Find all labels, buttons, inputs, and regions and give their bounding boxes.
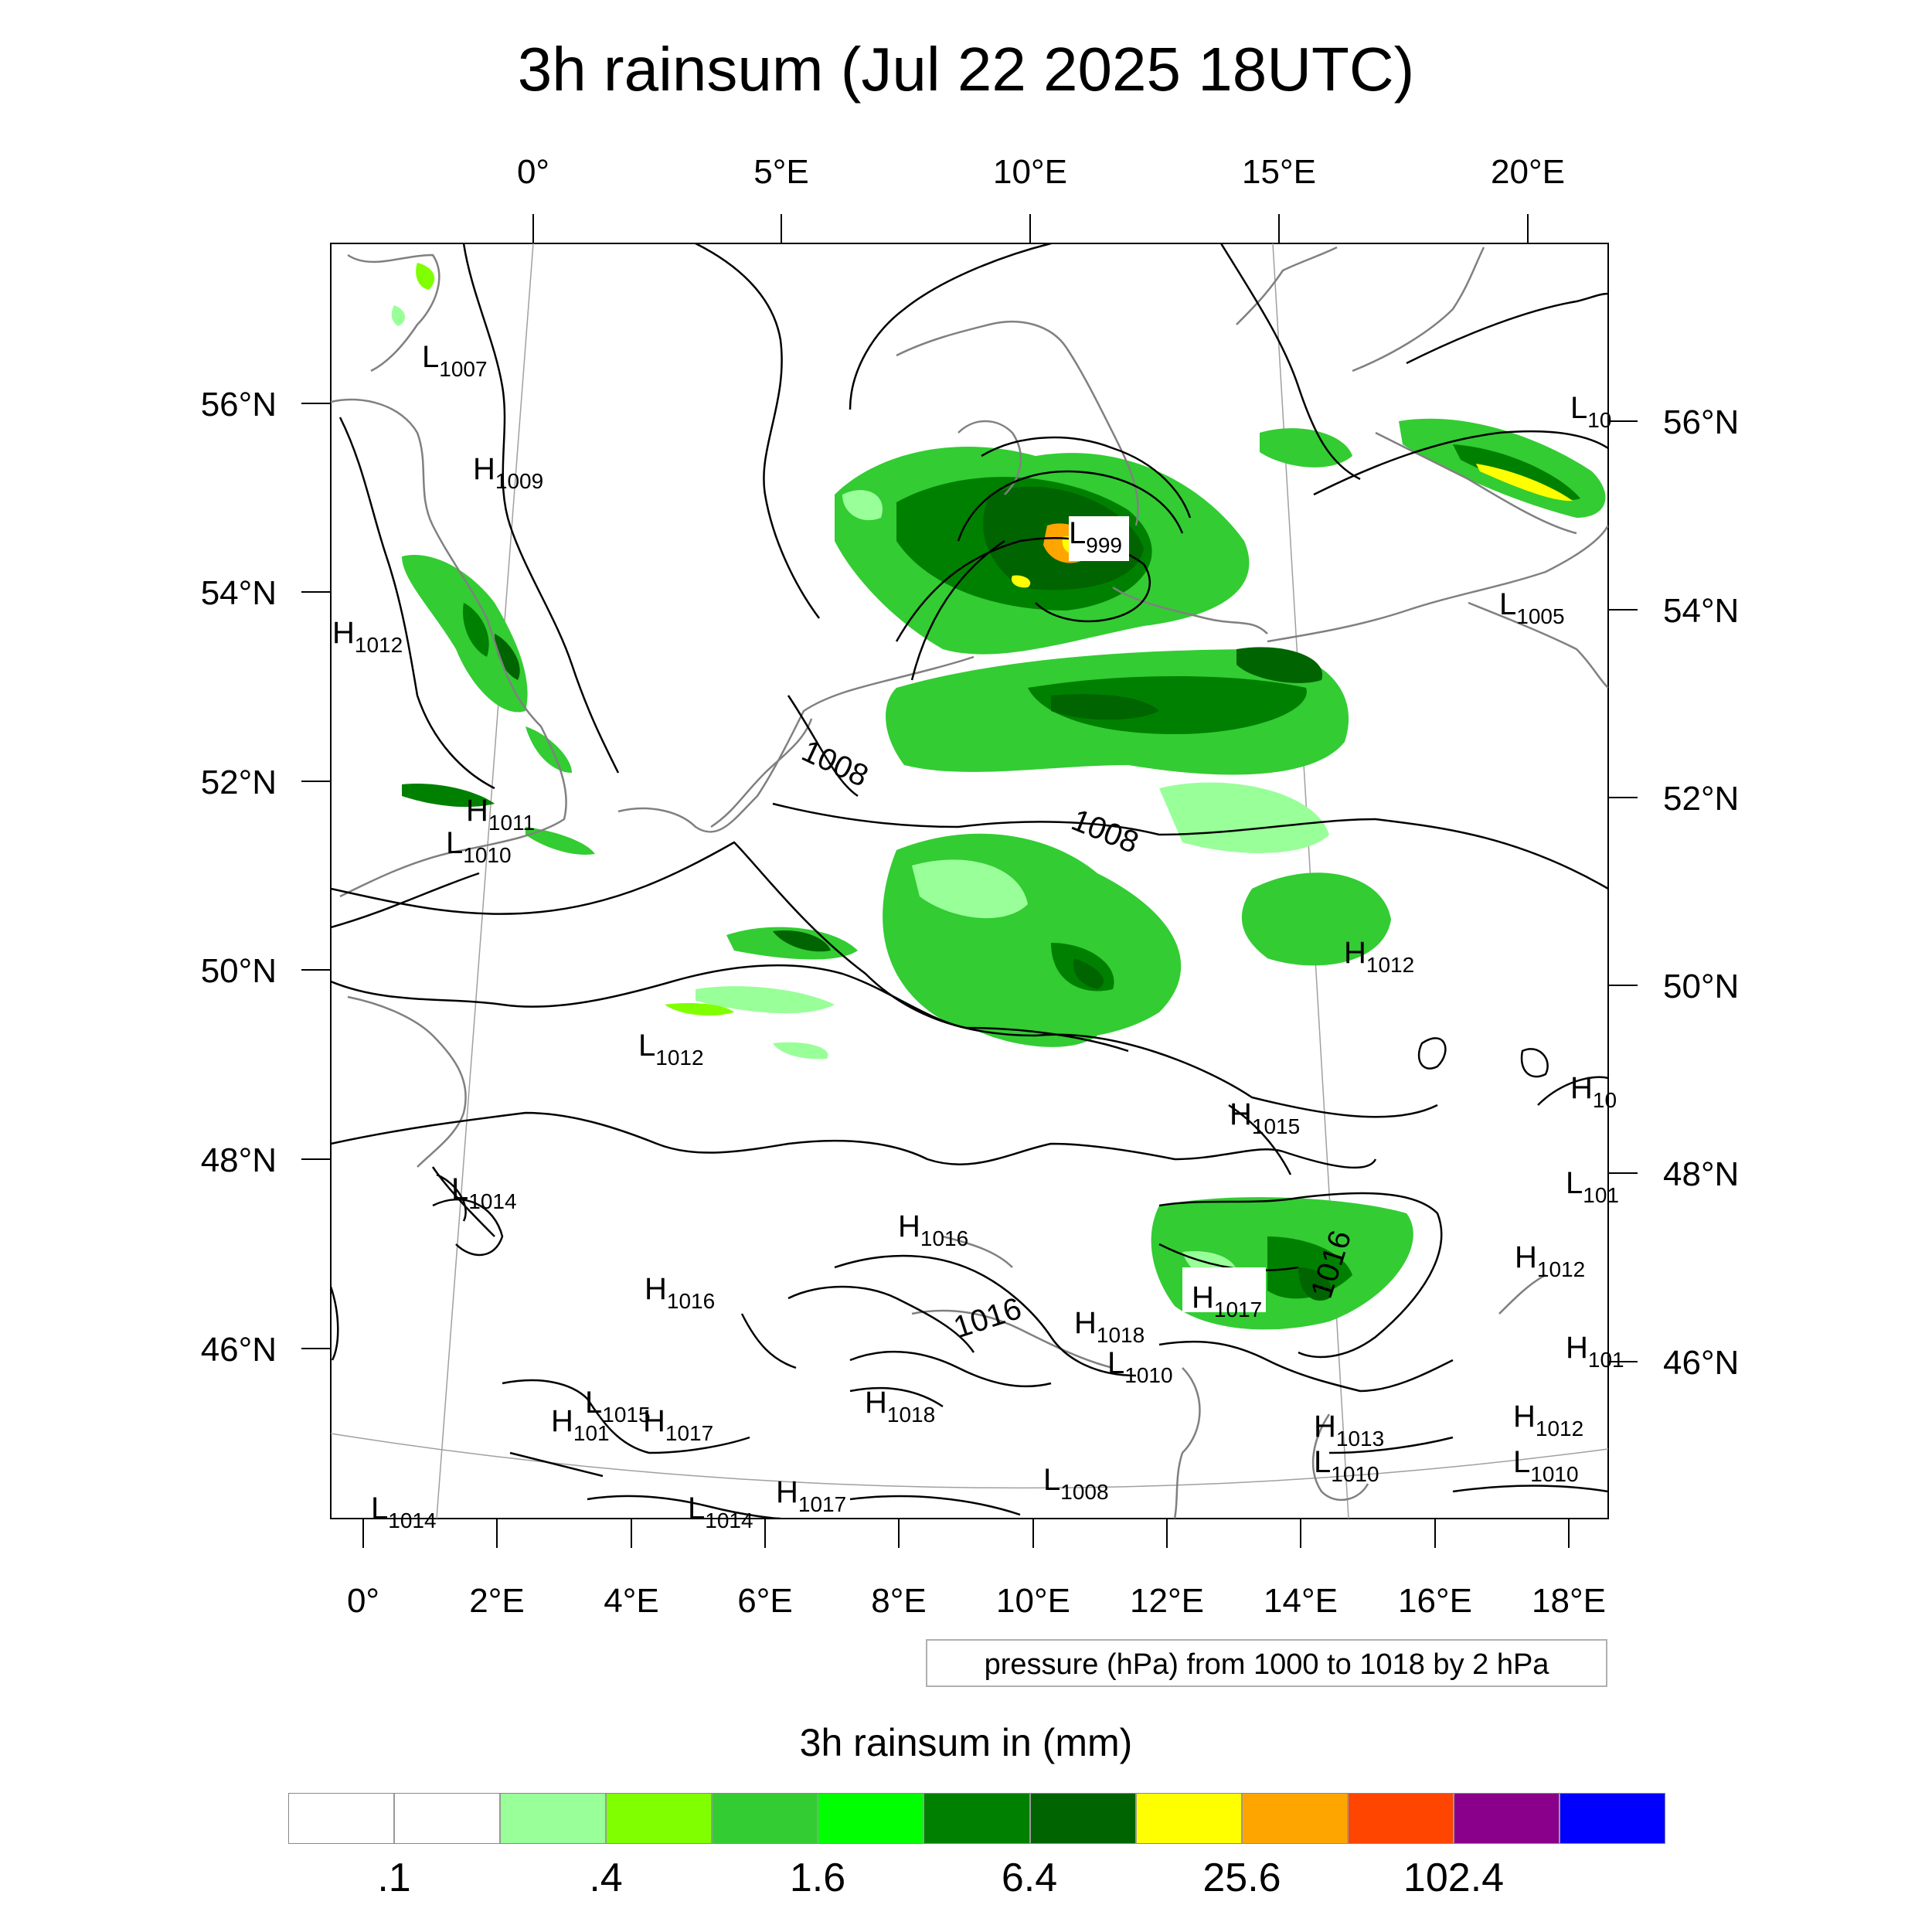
pressure-centre-low-label: L1015	[585, 1386, 651, 1427]
pressure-centre-low-label: L1008	[1043, 1463, 1109, 1504]
pressure-centre-low-label: L1012	[638, 1029, 704, 1070]
pressure-centre-high-label: H1009	[473, 452, 543, 493]
colorbar-label: 6.4	[1001, 1855, 1058, 1900]
coastlines	[331, 246, 1608, 1519]
top-lon-label: 10°E	[993, 153, 1067, 191]
bottom-lon-label: 12°E	[1130, 1582, 1204, 1620]
pressure-centre-low-label: L1014	[451, 1172, 517, 1213]
bottom-lon-label: 16°E	[1398, 1582, 1472, 1620]
colorbar-label: .4	[589, 1855, 623, 1900]
pressure-contours	[331, 243, 1608, 1519]
pressure-centre-high-label: H101	[1566, 1331, 1624, 1372]
right-lat-label: 52°N	[1663, 780, 1739, 818]
pressure-centre-high-label: H101	[551, 1404, 610, 1445]
left-lat-label: 46°N	[201, 1331, 277, 1369]
bottom-lon-label: 6°E	[737, 1582, 792, 1620]
pressure-centre-low-label: L999	[1069, 516, 1122, 557]
pressure-centre-high-label: H1012	[332, 616, 403, 657]
colorbar-box	[607, 1794, 713, 1843]
pressure-centre-low-label: L1014	[688, 1492, 753, 1532]
colorbar-box	[1030, 1794, 1137, 1843]
pressure-centre-high-label: H1017	[776, 1475, 846, 1516]
right-lat-label: 54°N	[1663, 592, 1739, 630]
axis-ticks	[301, 214, 1638, 1548]
bottom-lon-label: 2°E	[469, 1582, 524, 1620]
colorbar-box	[1242, 1794, 1349, 1843]
pressure-centre-high-label: H10	[1570, 1071, 1617, 1112]
colorbar-box	[713, 1794, 819, 1843]
left-lat-label: 52°N	[201, 764, 277, 801]
pressure-centre-high-label: H1015	[1230, 1097, 1300, 1138]
pressure-centre-low-label: L1007	[422, 340, 488, 381]
bottom-lon-label: 4°E	[604, 1582, 658, 1620]
top-lon-label: 5°E	[753, 153, 808, 191]
colorbar-box	[1454, 1794, 1560, 1843]
pressure-centre-low-label: L1014	[371, 1492, 437, 1532]
colorbar	[288, 1793, 1665, 1844]
colorbar-box	[1348, 1794, 1454, 1843]
pressure-centre-high-label: H1013	[1314, 1410, 1384, 1451]
rain-area-england	[402, 555, 528, 713]
bottom-lon-label: 0°	[347, 1582, 379, 1620]
pressure-centre-high-label: H1018	[1074, 1306, 1145, 1347]
pressure-centre-high-label: H1016	[898, 1209, 968, 1250]
pressure-centre-high-label: H1012	[1513, 1400, 1583, 1440]
top-lon-label: 0°	[517, 153, 549, 191]
pressure-centre-low-label: L1010	[446, 826, 512, 867]
pressure-centre-high-label: H1016	[645, 1272, 715, 1313]
top-lon-label: 15°E	[1242, 153, 1316, 191]
left-lat-label: 50°N	[201, 952, 277, 990]
left-lat-label: 48°N	[201, 1141, 277, 1179]
rain-area-poland	[1241, 872, 1391, 966]
pressure-centre-labels-text: L1007H1009H1012H1011L1010L1012L1014H1016…	[332, 340, 1624, 1532]
pressure-centre-high-label: H1012	[1515, 1240, 1585, 1281]
colorbar-label: 1.6	[789, 1855, 846, 1900]
map-title: 3h rainsum (Jul 22 2025 18UTC)	[517, 35, 1415, 104]
pressure-centre-low-label: L101	[1566, 1166, 1619, 1207]
bottom-lon-label: 10°E	[996, 1582, 1070, 1620]
pressure-info-box: pressure (hPa) from 1000 to 1018 by 2 hP…	[926, 1639, 1607, 1687]
colorbar-box	[818, 1794, 925, 1843]
bottom-lon-label: 8°E	[871, 1582, 926, 1620]
colorbar-label: 102.4	[1403, 1855, 1505, 1900]
colorbar-title: 3h rainsum in (mm)	[799, 1721, 1133, 1764]
right-lat-label: 48°N	[1663, 1155, 1739, 1193]
right-lat-label: 46°N	[1663, 1344, 1739, 1382]
right-lat-label: 50°N	[1663, 968, 1739, 1005]
pressure-centre-high-label: H1018	[865, 1386, 935, 1427]
pressure-centre-low-label: L10	[1570, 391, 1611, 432]
colorbar-box	[1136, 1794, 1243, 1843]
pressure-centre-low-label: L1010	[1107, 1346, 1173, 1387]
colorbar-label: .1	[377, 1855, 411, 1900]
pressure-centre-low-label: L1010	[1314, 1445, 1379, 1486]
bottom-lon-label: 18°E	[1532, 1582, 1606, 1620]
colorbar-box	[395, 1794, 502, 1843]
left-lat-label: 56°N	[201, 386, 277, 423]
bottom-lon-label: 14°E	[1264, 1582, 1338, 1620]
pressure-centre-high-label: H1017	[643, 1404, 713, 1445]
right-lat-label: 56°N	[1663, 403, 1739, 441]
colorbar-label: 25.6	[1202, 1855, 1281, 1900]
axis-tick-labels: 0° 5°E 10°E 15°E 20°E 0° 2°E 4°E 6°E 8°E…	[201, 153, 1740, 1620]
top-lon-label: 20°E	[1491, 153, 1565, 191]
pressure-centre-labels	[1069, 516, 1266, 1312]
colorbar-box	[924, 1794, 1031, 1843]
pressure-centre-high-label: H1011	[466, 794, 535, 835]
colorbar-box	[501, 1794, 607, 1843]
colorbar-box	[289, 1794, 396, 1843]
left-lat-label: 54°N	[201, 574, 277, 612]
colorbar-box	[1560, 1794, 1665, 1843]
pressure-centre-high-label: H1017	[1192, 1281, 1262, 1321]
pressure-centre-low-label: L1005	[1499, 587, 1565, 628]
pressure-centre-high-label: H1012	[1344, 936, 1414, 977]
pressure-centre-low-label: L1010	[1513, 1445, 1579, 1486]
